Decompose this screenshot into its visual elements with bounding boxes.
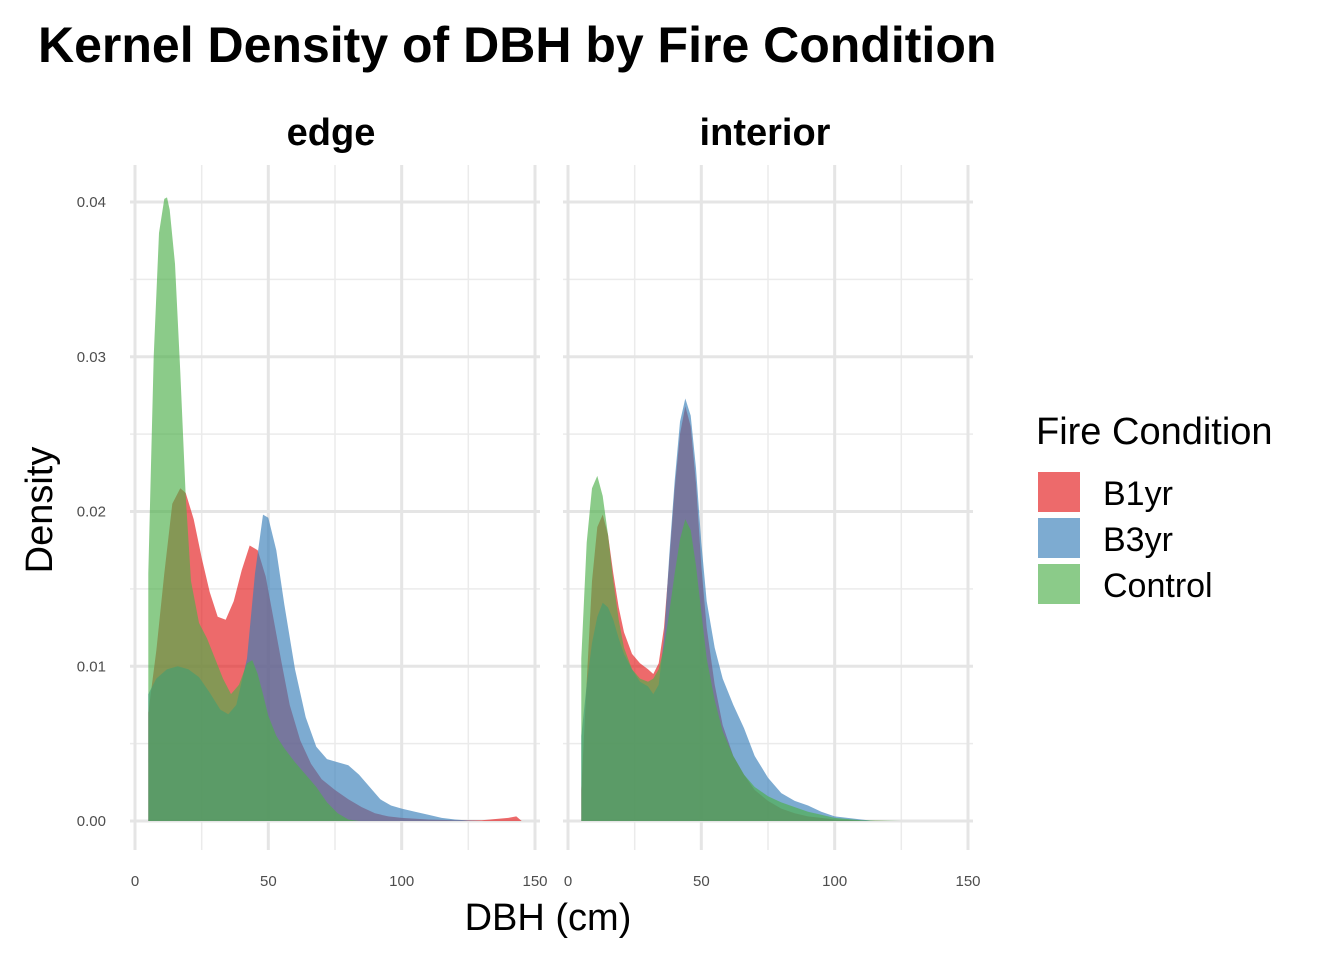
y-tick-label: 0.04	[77, 194, 106, 211]
x-tick-label: 0	[564, 873, 572, 890]
y-axis-label: Density	[19, 447, 61, 574]
x-tick-label: 100	[822, 873, 847, 890]
y-tick-label: 0.00	[77, 813, 106, 830]
density-areas	[148, 197, 522, 821]
density-areas	[581, 398, 902, 821]
facet-strip-label: interior	[700, 112, 831, 154]
legend-label-b1yr: B1yr	[1103, 475, 1173, 513]
x-tick-label: 0	[131, 873, 139, 890]
x-axis-label: DBH (cm)	[465, 897, 632, 939]
legend: Fire Condition B1yr B3yr Control	[1036, 411, 1273, 605]
chart-title: Kernel Density of DBH by Fire Condition	[38, 17, 996, 73]
legend-swatch-b3yr	[1038, 518, 1080, 558]
legend-label-control: Control	[1103, 567, 1213, 605]
legend-label-b3yr: B3yr	[1103, 521, 1173, 559]
facet-panels: edge 0 50 100 150 0.00 0.01 0.02 0.03 0.04 interio…	[77, 112, 981, 890]
y-tick-label: 0.02	[77, 504, 106, 521]
density-area-control	[581, 475, 902, 821]
x-tick-label: 150	[522, 873, 547, 890]
density-area-control	[148, 197, 359, 821]
facet-strip-label: edge	[287, 112, 376, 154]
y-tick-label: 0.01	[77, 658, 106, 675]
x-tick-label: 150	[955, 873, 980, 890]
legend-title: Fire Condition	[1036, 411, 1273, 453]
legend-swatch-control	[1038, 564, 1080, 604]
legend-swatch-b1yr	[1038, 472, 1080, 512]
x-tick-label: 50	[260, 873, 277, 890]
x-tick-label: 50	[693, 873, 710, 890]
y-tick-label: 0.03	[77, 349, 106, 366]
x-tick-label: 100	[389, 873, 414, 890]
facet-interior: interior 0 50 100 150	[563, 112, 981, 890]
facet-edge: edge 0 50 100 150 0.00 0.01 0.02 0.03 0.04	[77, 112, 548, 890]
